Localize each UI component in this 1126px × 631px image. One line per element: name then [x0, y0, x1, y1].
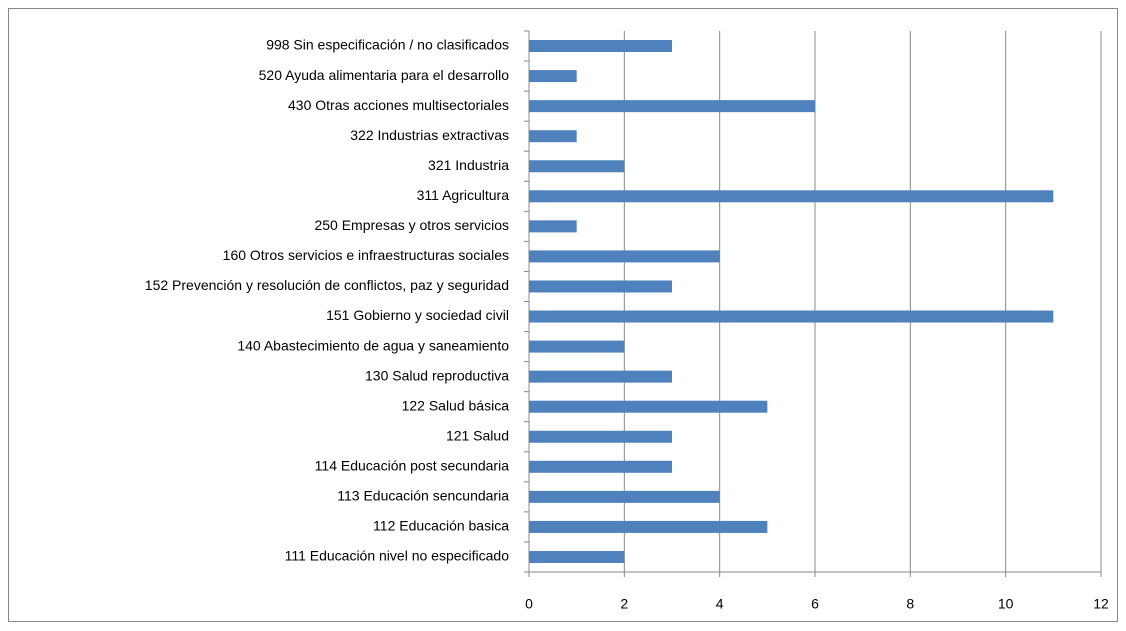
y-tick-label: 122 Salud básica [402, 397, 510, 413]
y-tick-label: 250 Empresas y otros servicios [314, 217, 509, 233]
bar [529, 100, 815, 113]
bar [529, 370, 672, 383]
bar [529, 400, 768, 413]
x-tick-label: 2 [620, 596, 628, 612]
bar [529, 490, 720, 503]
y-tick-label: 430 Otras acciones multisectoriales [288, 97, 509, 113]
bar [529, 220, 577, 233]
bar [529, 310, 1054, 323]
y-tick-label: 114 Educación post secundaria [315, 458, 510, 474]
x-tick-label: 4 [716, 596, 724, 612]
x-tick-label: 0 [525, 596, 533, 612]
y-tick-label: 152 Prevención y resolución de conflicto… [145, 277, 509, 293]
y-tick-label: 160 Otros servicios e infraestructuras s… [223, 247, 509, 263]
y-tick-label: 111 Educación nivel no especificado [285, 548, 510, 564]
bar [529, 280, 672, 293]
x-tick-label: 8 [906, 596, 914, 612]
bar [529, 250, 720, 263]
bar [529, 160, 625, 173]
x-tick-label: 6 [811, 596, 819, 612]
y-tick-label: 121 Salud [446, 427, 509, 443]
bar [529, 520, 768, 533]
x-tick-label: 12 [1093, 596, 1109, 612]
y-tick-label: 112 Educación basica [373, 518, 509, 534]
bar [529, 190, 1054, 203]
bar [529, 550, 625, 563]
y-tick-label: 520 Ayuda alimentaria para el desarrollo [259, 67, 510, 83]
bar [529, 130, 577, 143]
y-tick-label: 130 Salud reproductiva [365, 367, 509, 383]
y-tick-label: 140 Abastecimiento de agua y saneamiento [237, 337, 509, 353]
y-tick-label: 113 Educación sencundaria [337, 488, 509, 504]
bar [529, 430, 672, 443]
y-tick-label: 311 Agricultura [417, 187, 510, 203]
y-tick-label: 321 Industria [428, 157, 509, 173]
bar [529, 460, 672, 473]
y-tick-label: 151 Gobierno y sociedad civil [326, 307, 509, 323]
bar [529, 70, 577, 83]
bar [529, 40, 672, 53]
bar [529, 340, 625, 353]
x-tick-label: 10 [998, 596, 1014, 612]
y-tick-label: 998 Sin especificación / no clasificados [266, 37, 509, 53]
y-tick-label: 322 Industrias extractivas [350, 127, 509, 143]
